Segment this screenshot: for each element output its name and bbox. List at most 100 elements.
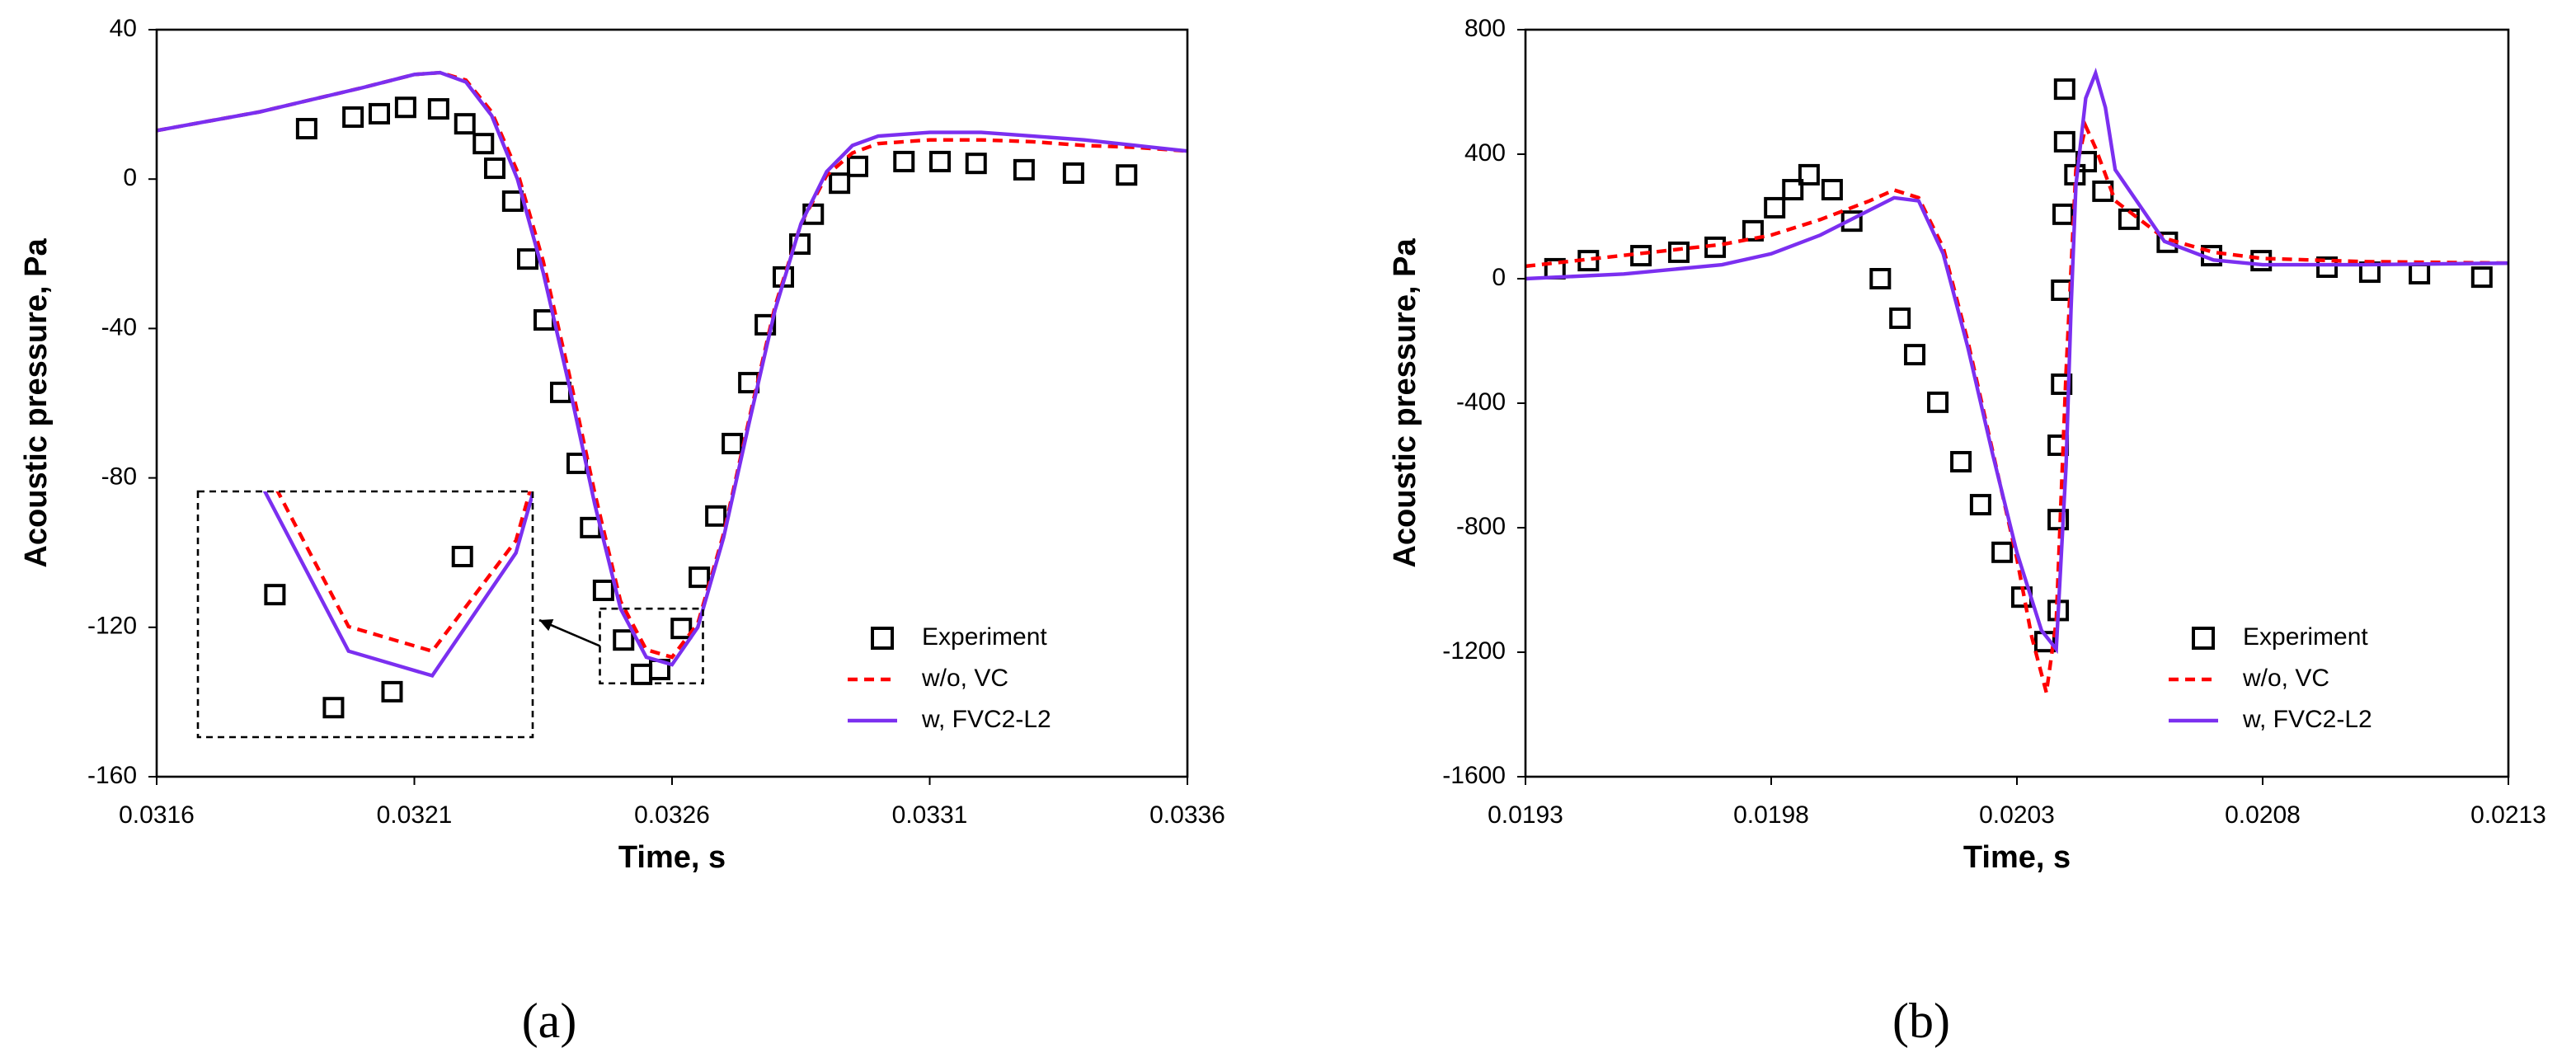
experiment-marker	[2051, 373, 2073, 395]
series-line	[262, 491, 533, 679]
x-tick-label: 0.0331	[892, 801, 968, 829]
experiment-marker	[893, 150, 915, 172]
experiment-marker	[689, 566, 711, 589]
inset-bg	[198, 491, 533, 737]
experiment-marker	[501, 190, 524, 212]
y-tick-label: -800	[1456, 513, 1506, 540]
experiment-marker	[1013, 158, 1035, 181]
series-line	[1525, 120, 2508, 693]
legend-label: w, FVC2-L2	[921, 706, 1051, 733]
series-line	[157, 70, 1187, 667]
x-axis-title: Time, s	[618, 840, 726, 875]
chart-1: 0.0316 0.0321 0.0326 0.0331 0.0336 -160 -120 -8…	[19, 15, 1225, 1048]
experiment-marker	[1969, 494, 1991, 516]
experiment-marker	[613, 629, 635, 651]
legend-label: w, FVC2-L2	[2242, 706, 2372, 733]
x-tick-label: 0.0193	[1488, 801, 1563, 829]
experiment-marker	[394, 96, 416, 119]
experiment-marker	[2470, 266, 2493, 289]
x-tick-label: 0.0316	[119, 801, 195, 829]
experiment-marker	[472, 133, 495, 155]
experiment-marker	[670, 618, 693, 640]
experiment-marker	[580, 516, 602, 538]
legend-label: w/o, VC	[921, 665, 1008, 692]
y-tick-label: 800	[1464, 15, 1506, 42]
y-tick-label: -400	[1456, 388, 1506, 416]
x-tick-label: 0.0198	[1733, 801, 1809, 829]
legend-label: w/o, VC	[2242, 665, 2329, 692]
experiment-marker	[592, 579, 614, 601]
experiment-marker	[722, 432, 744, 454]
series-line	[1525, 68, 2508, 655]
experiment-marker	[566, 177, 584, 195]
experiment-marker	[1116, 164, 1138, 186]
y-tick-label: 0	[1492, 264, 1506, 291]
y-tick-label: -1200	[1442, 637, 1506, 665]
experiment-marker	[2053, 78, 2075, 101]
x-tick-label: 0.0213	[2470, 801, 2546, 829]
experiment-marker	[789, 233, 811, 256]
x-axis-title: Time, s	[1963, 840, 2071, 875]
plot-frame	[155, 28, 1189, 778]
experiment-marker	[2316, 256, 2339, 279]
experiment-marker	[705, 505, 727, 527]
experiment-marker	[1991, 541, 2014, 563]
experiment-marker	[517, 248, 538, 270]
experiment-marker	[1821, 179, 1843, 201]
experiment-marker	[2118, 208, 2140, 230]
x-tick-label: 0.0321	[377, 801, 453, 829]
experiment-marker	[1798, 163, 1820, 186]
experiment-marker	[322, 697, 345, 719]
experiment-marker	[427, 98, 449, 120]
inset-plot	[158, 177, 584, 719]
experiment-marker	[381, 680, 403, 703]
experiment-marker	[1904, 344, 1926, 366]
y-tick-label: -40	[101, 313, 137, 341]
experiment-marker	[754, 313, 777, 336]
experiment-marker	[2409, 262, 2431, 284]
experiment-marker	[158, 216, 176, 234]
experiment-marker	[1630, 245, 1652, 267]
experiment-marker	[829, 172, 851, 195]
legend-label: Experiment	[2243, 623, 2368, 651]
y-axis-title: Acoustic pressure, Pa	[19, 238, 54, 568]
x-tick-label: 0.0208	[2225, 801, 2301, 829]
zoom-arrow	[538, 618, 601, 647]
experiment-marker	[295, 118, 317, 140]
experiment-marker	[1782, 179, 1804, 201]
experiment-marker	[342, 106, 364, 129]
experiment-marker	[1764, 196, 1786, 219]
experiment-marker	[2051, 279, 2073, 301]
experiment-marker	[512, 379, 530, 397]
y-tick-label: 0	[123, 164, 137, 191]
experiment-marker	[1667, 241, 1690, 263]
experiment-marker	[2052, 203, 2075, 225]
experiment-marker	[929, 150, 951, 172]
panel-label: (b)	[1892, 994, 1950, 1048]
experiment-marker	[2250, 250, 2273, 272]
plot-frame	[1524, 28, 2510, 778]
experiment-marker	[1742, 219, 1764, 242]
experiment-marker	[965, 153, 987, 175]
experiment-marker	[1869, 268, 1892, 289]
x-tick-label: 0.0336	[1149, 801, 1225, 829]
experiment-marker	[2047, 509, 2070, 531]
y-tick-label: -120	[87, 613, 137, 640]
experiment-marker	[1927, 391, 1949, 413]
panel-label: (a)	[522, 994, 577, 1048]
experiment-marker	[451, 545, 473, 567]
experiment-marker	[2092, 180, 2114, 202]
experiment-marker	[200, 422, 219, 440]
experiment-marker	[631, 663, 653, 685]
experiment-marker	[1950, 450, 1972, 472]
experiment-marker	[550, 381, 571, 403]
experiment-marker	[264, 584, 286, 606]
experiment-marker	[534, 308, 555, 331]
x-tick-label: 0.0203	[1979, 801, 2055, 829]
experiment-marker	[1062, 162, 1084, 184]
x-tick-label: 0.0326	[634, 801, 710, 829]
experiment-marker	[2053, 130, 2075, 153]
y-tick-label: -160	[87, 762, 137, 789]
experiment-marker	[454, 113, 476, 135]
